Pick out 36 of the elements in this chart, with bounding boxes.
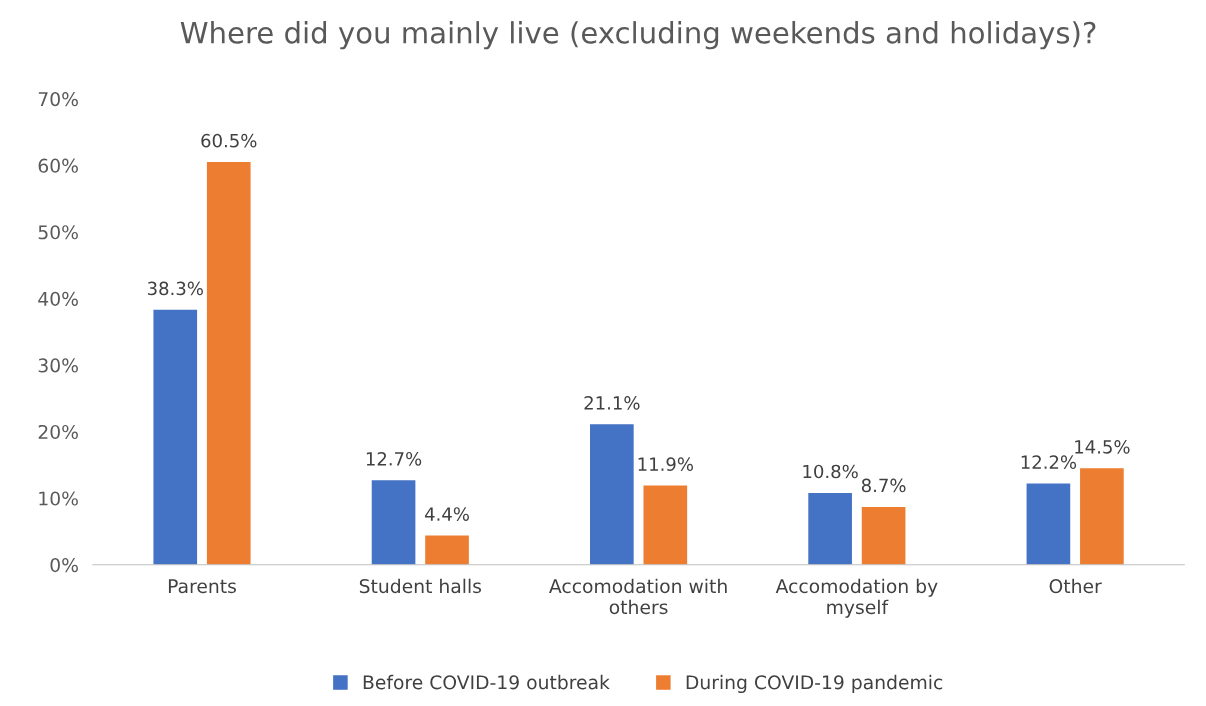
x-tick-label: Other bbox=[1049, 578, 1102, 594]
x-tick-label: Accomodation with others bbox=[549, 578, 727, 615]
bar bbox=[643, 485, 688, 565]
x-tick-label: Student halls bbox=[359, 578, 482, 594]
data-label: 11.9% bbox=[638, 457, 693, 471]
x-tick-label: Accomodation by myself bbox=[775, 578, 938, 618]
y-tick-label: 30% bbox=[38, 358, 78, 373]
bar bbox=[861, 506, 906, 565]
bar bbox=[808, 492, 852, 565]
y-tick-label: 50% bbox=[38, 225, 78, 240]
data-label: 8.7% bbox=[861, 478, 906, 493]
data-label: 12.2% bbox=[1021, 455, 1077, 469]
bar bbox=[206, 162, 251, 565]
data-label: 12.7% bbox=[366, 451, 422, 466]
data-label: 10.8% bbox=[803, 464, 858, 479]
data-label: 4.4% bbox=[424, 507, 469, 521]
y-tick-label: 60% bbox=[38, 158, 78, 173]
legend-label: Before COVID-19 outbreak bbox=[363, 674, 610, 690]
x-tick-label: Parents bbox=[168, 579, 236, 594]
data-label: 38.3% bbox=[147, 281, 203, 296]
legend-label: During COVID-19 pandemic bbox=[686, 674, 943, 694]
bar bbox=[371, 480, 416, 565]
data-label: 60.5% bbox=[201, 133, 257, 148]
y-tick-label: 0% bbox=[50, 558, 78, 573]
y-tick-label: 40% bbox=[38, 291, 78, 306]
data-label: 14.5% bbox=[1075, 440, 1130, 454]
bar bbox=[590, 424, 634, 565]
data-label: 21.1% bbox=[584, 396, 640, 410]
y-tick-label: 70% bbox=[38, 92, 78, 107]
bar bbox=[1080, 468, 1124, 565]
bar bbox=[153, 309, 198, 565]
bar bbox=[1026, 483, 1071, 565]
y-tick-label: 20% bbox=[38, 424, 78, 440]
y-tick-label: 10% bbox=[39, 491, 78, 506]
chart-title: Where did you mainly live (excluding weekends and holidays)? bbox=[180, 21, 1096, 50]
bar bbox=[425, 535, 469, 565]
